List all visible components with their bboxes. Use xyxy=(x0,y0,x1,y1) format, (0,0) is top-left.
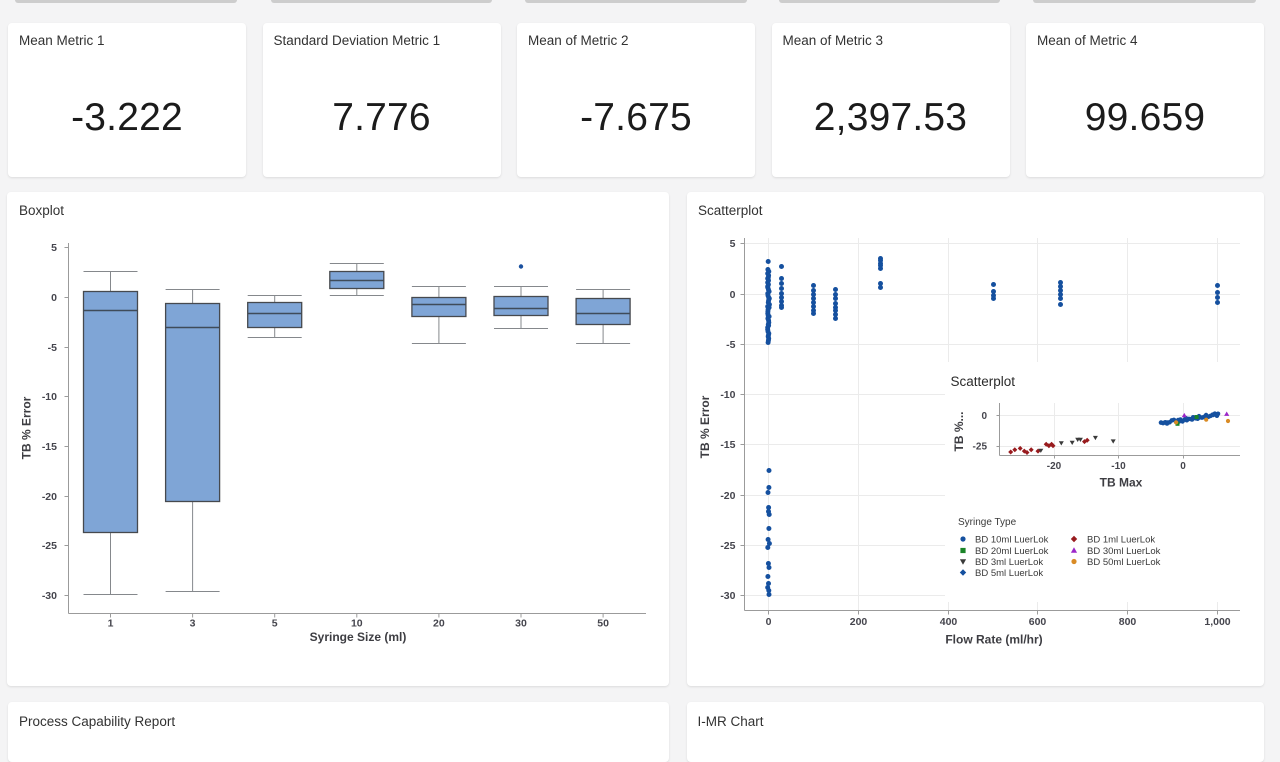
svg-text:BD 30ml LuerLok: BD 30ml LuerLok xyxy=(1087,546,1161,557)
svg-text:5: 5 xyxy=(272,618,278,630)
svg-text:10: 10 xyxy=(351,618,363,630)
svg-text:TB % Error: TB % Error xyxy=(20,396,34,459)
svg-text:5: 5 xyxy=(730,238,736,250)
svg-text:0: 0 xyxy=(51,292,57,304)
svg-text:600: 600 xyxy=(1029,616,1047,628)
svg-text:400: 400 xyxy=(940,616,958,628)
svg-text:BD 3ml LuerLok: BD 3ml LuerLok xyxy=(975,557,1043,568)
svg-text:3: 3 xyxy=(190,618,196,630)
svg-text:TB %...: TB %... xyxy=(952,411,966,451)
svg-text:Syringe Size (ml): Syringe Size (ml) xyxy=(310,630,407,644)
svg-text:-25: -25 xyxy=(973,442,988,453)
svg-text:20: 20 xyxy=(433,618,445,630)
svg-text:TB % Error: TB % Error xyxy=(698,395,712,458)
svg-text:1: 1 xyxy=(108,618,114,630)
svg-text:BD 1ml LuerLok: BD 1ml LuerLok xyxy=(1087,535,1155,546)
svg-text:0: 0 xyxy=(730,289,736,301)
svg-text:50: 50 xyxy=(597,618,609,630)
svg-text:800: 800 xyxy=(1119,616,1137,628)
svg-text:0: 0 xyxy=(981,411,987,422)
svg-text:-20: -20 xyxy=(42,491,57,503)
svg-text:-15: -15 xyxy=(42,441,57,453)
svg-text:-30: -30 xyxy=(720,590,735,602)
svg-text:Scatterplot: Scatterplot xyxy=(951,374,1016,389)
svg-text:Flow Rate (ml/hr): Flow Rate (ml/hr) xyxy=(945,633,1042,647)
svg-text:TB Max: TB Max xyxy=(1100,476,1143,490)
svg-text:BD 20ml LuerLok: BD 20ml LuerLok xyxy=(975,546,1049,557)
svg-text:BD 10ml LuerLok: BD 10ml LuerLok xyxy=(975,535,1049,546)
svg-text:-20: -20 xyxy=(720,490,735,502)
svg-text:BD 5ml LuerLok: BD 5ml LuerLok xyxy=(975,568,1043,579)
svg-text:-5: -5 xyxy=(48,342,57,354)
svg-text:-10: -10 xyxy=(720,389,735,401)
svg-text:-15: -15 xyxy=(720,439,735,451)
svg-text:-10: -10 xyxy=(1111,461,1126,472)
svg-text:30: 30 xyxy=(515,618,527,630)
svg-text:0: 0 xyxy=(766,616,772,628)
svg-text:-25: -25 xyxy=(42,540,57,552)
svg-text:-20: -20 xyxy=(1047,461,1062,472)
svg-text:0: 0 xyxy=(1180,461,1186,472)
svg-text:-10: -10 xyxy=(42,391,57,403)
svg-text:1,000: 1,000 xyxy=(1204,616,1230,628)
svg-text:BD 50ml LuerLok: BD 50ml LuerLok xyxy=(1087,557,1161,568)
svg-text:-5: -5 xyxy=(726,339,735,351)
svg-text:-25: -25 xyxy=(720,540,735,552)
svg-text:-30: -30 xyxy=(42,590,57,602)
svg-text:5: 5 xyxy=(51,242,57,254)
svg-text:Syringe Type: Syringe Type xyxy=(958,517,1017,528)
svg-text:200: 200 xyxy=(850,616,868,628)
